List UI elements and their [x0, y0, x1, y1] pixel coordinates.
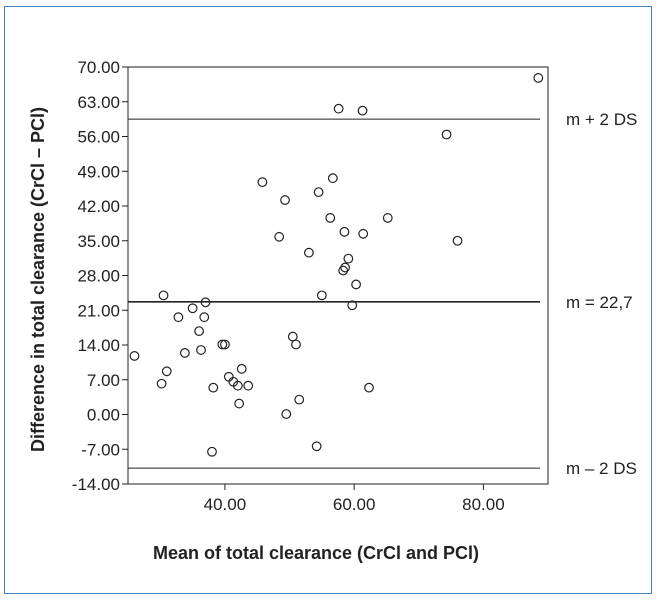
data-point	[161, 366, 172, 377]
data-point	[364, 382, 374, 393]
data-point	[234, 398, 245, 409]
reference-line-label: m + 2 DS	[566, 110, 637, 129]
data-point	[340, 262, 351, 273]
data-point	[351, 279, 361, 290]
plot-area	[127, 66, 549, 485]
data-point	[287, 331, 298, 342]
reference-line-label: m – 2 DS	[566, 459, 637, 478]
reference-line-label: m = 22,7	[566, 293, 633, 312]
data-point	[304, 247, 314, 258]
data-point	[311, 441, 322, 452]
data-point	[173, 312, 184, 323]
data-point	[220, 339, 230, 350]
figure-frame	[4, 6, 652, 594]
data-point	[158, 290, 169, 301]
y-tick-label: 0.00	[87, 406, 120, 425]
data-point	[207, 446, 217, 457]
y-tick-label: 21.00	[77, 301, 120, 320]
data-point	[196, 345, 206, 355]
data-point	[217, 339, 228, 350]
data-point	[339, 226, 350, 237]
y-tick-label: -7.00	[81, 440, 120, 459]
data-point	[358, 228, 369, 239]
y-tick-label: 63.00	[77, 93, 120, 112]
data-point	[274, 231, 285, 242]
data-point	[343, 253, 354, 264]
data-point	[441, 129, 452, 140]
y-tick-label: 7.00	[87, 371, 120, 390]
x-axis: 40.00 60.00 80.00	[204, 484, 505, 514]
data-point	[338, 265, 349, 276]
data-point	[333, 103, 344, 114]
reference-lines: m + 2 DS m = 22,7 m – 2 DS	[128, 110, 637, 478]
data-point	[357, 105, 368, 116]
data-point	[179, 348, 190, 358]
data-point	[187, 303, 198, 314]
data-point	[243, 380, 254, 391]
data-point	[200, 297, 211, 308]
data-point	[199, 312, 210, 323]
y-tick-label: 14.00	[77, 336, 120, 355]
data-point	[232, 380, 243, 391]
x-axis-title: Mean of total clearance (CrCl and PCl)	[153, 543, 479, 563]
y-tick-label: 56.00	[77, 128, 120, 147]
data-point	[236, 363, 247, 374]
data-point	[294, 394, 305, 405]
data-point	[129, 351, 140, 361]
x-tick-label: 60.00	[333, 495, 376, 514]
x-tick-label: 80.00	[462, 495, 505, 514]
y-tick-label: -14.00	[72, 475, 120, 494]
data-point	[533, 73, 544, 83]
y-axis: 70.00 63.00 56.00 49.00 42.00 35.00 28.00 21.00…	[72, 58, 128, 494]
x-tick-label: 40.00	[204, 495, 247, 514]
y-tick-label: 49.00	[77, 162, 120, 181]
data-point	[194, 326, 204, 337]
data-point	[382, 213, 393, 223]
data-point	[281, 409, 292, 419]
data-point	[313, 187, 324, 198]
data-point	[316, 290, 327, 301]
y-tick-label: 28.00	[77, 267, 120, 286]
data-point	[208, 382, 219, 393]
data-point	[327, 173, 338, 184]
data-points	[129, 73, 544, 457]
y-tick-label: 70.00	[77, 58, 120, 77]
data-point	[452, 235, 463, 246]
data-point	[347, 300, 358, 311]
y-tick-label: 35.00	[77, 232, 120, 251]
data-point	[325, 213, 336, 223]
data-point	[280, 195, 290, 205]
data-point	[223, 371, 234, 382]
data-point	[291, 339, 301, 350]
data-point	[156, 378, 167, 389]
y-tick-label: 42.00	[77, 197, 120, 216]
data-point	[257, 177, 268, 188]
y-axis-title: Difference in total clearance (CrCl – PC…	[28, 107, 48, 452]
